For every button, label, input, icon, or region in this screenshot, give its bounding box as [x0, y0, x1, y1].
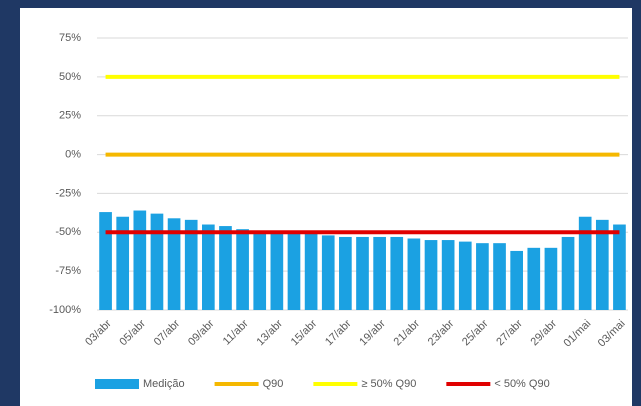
- y-tick-label: 50%: [59, 71, 81, 83]
- bar: [424, 240, 438, 310]
- y-tick-label: -100%: [49, 304, 81, 316]
- bar: [595, 219, 609, 310]
- bar: [510, 250, 523, 310]
- bar: [116, 216, 130, 310]
- bar: [236, 229, 249, 310]
- bar: [458, 241, 472, 310]
- bar: [304, 233, 318, 310]
- bar: [287, 233, 301, 310]
- y-tick-label: 75%: [59, 32, 81, 44]
- bar: [99, 212, 112, 310]
- legend-label: < 50% Q90: [494, 378, 549, 390]
- bar: [441, 240, 455, 310]
- bar: [270, 232, 284, 310]
- bar: [150, 213, 164, 310]
- bar: [219, 226, 232, 310]
- bar: [321, 235, 335, 310]
- bar: [133, 210, 147, 310]
- bar: [493, 243, 506, 310]
- bar: [184, 219, 198, 310]
- y-tick-label: 0%: [65, 148, 81, 160]
- chart-area: [20, 8, 632, 406]
- bar: [476, 243, 489, 310]
- y-tick-label: -25%: [55, 187, 81, 199]
- legend-label: Medição: [143, 378, 185, 390]
- bar: [544, 247, 558, 310]
- bar: [527, 247, 541, 310]
- bar: [356, 236, 369, 310]
- y-tick-label: -50%: [55, 226, 81, 238]
- y-tick-label: 25%: [59, 110, 81, 122]
- bar: [373, 236, 386, 310]
- bar: [613, 224, 626, 310]
- bar: [167, 218, 181, 310]
- bar: [561, 236, 575, 310]
- bar: [390, 236, 404, 310]
- legend-label: Q90: [263, 378, 284, 390]
- bar: [202, 224, 215, 310]
- legend-label: ≥ 50% Q90: [361, 378, 416, 390]
- legend-swatch: [95, 379, 139, 389]
- bar: [578, 216, 592, 310]
- bar: [339, 236, 352, 310]
- y-tick-label: -75%: [55, 265, 81, 277]
- bar: [253, 232, 267, 310]
- bar: [407, 238, 421, 310]
